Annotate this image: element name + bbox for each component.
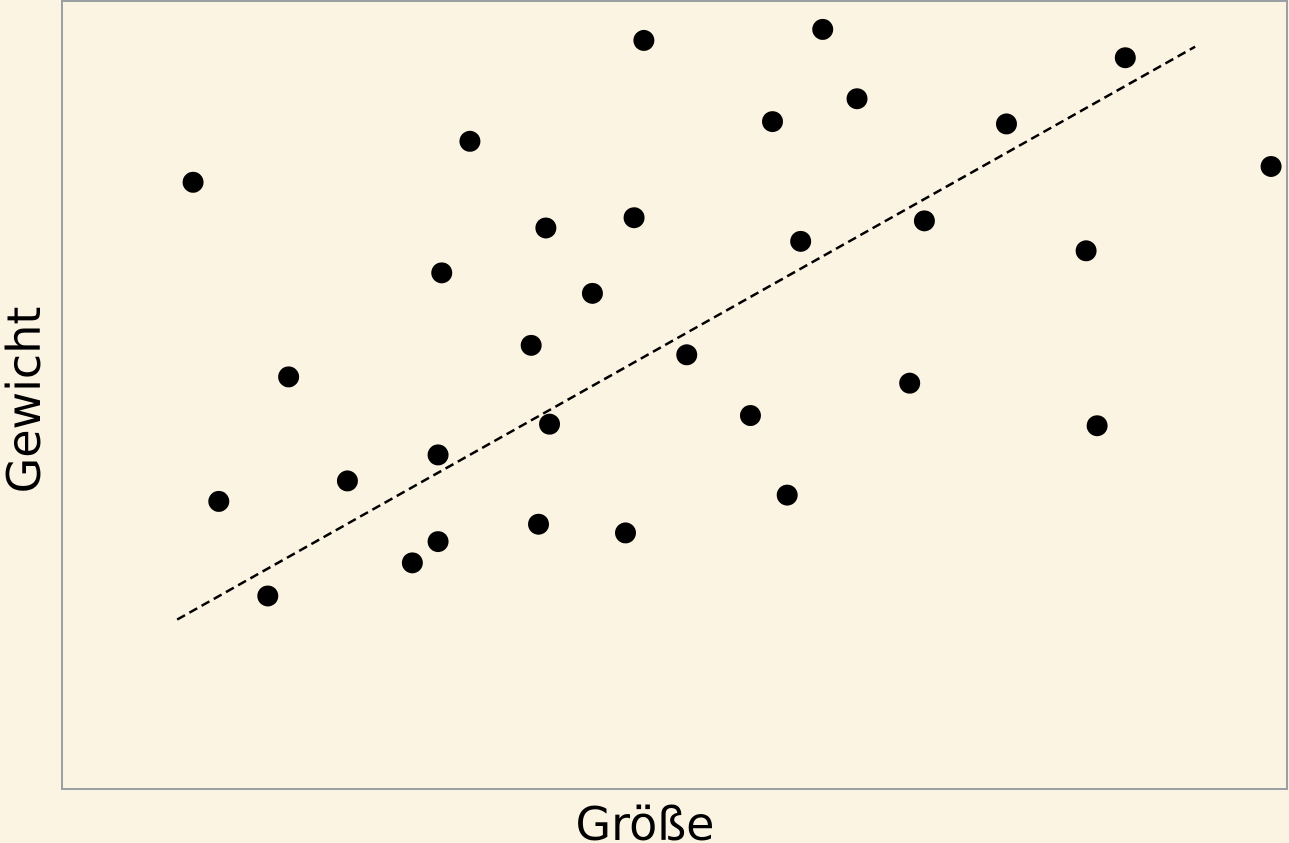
trendline-layer [176, 45, 1196, 621]
data-point [812, 18, 834, 40]
data-points [182, 18, 1282, 607]
data-point [427, 444, 449, 466]
data-point [459, 130, 481, 152]
data-point [278, 366, 300, 388]
data-point [633, 29, 655, 51]
plot-area [61, 0, 1288, 790]
data-point [913, 210, 935, 232]
data-point [535, 217, 557, 239]
y-axis-label: Gewicht [0, 307, 51, 494]
data-point [623, 207, 645, 229]
data-point [776, 484, 798, 506]
data-point [581, 282, 603, 304]
data-point [846, 88, 868, 110]
data-point [1114, 47, 1136, 69]
data-point [676, 344, 698, 366]
data-point [762, 111, 783, 133]
data-point [257, 585, 279, 607]
data-point [182, 171, 204, 193]
data-point [431, 262, 453, 284]
data-point [1086, 415, 1108, 437]
data-point [336, 470, 358, 492]
data-point [995, 113, 1017, 135]
data-point [208, 490, 230, 512]
x-axis-label: Größe [576, 797, 715, 843]
data-point [739, 404, 761, 426]
data-point [1260, 155, 1282, 177]
data-point [401, 552, 423, 574]
data-point [528, 513, 550, 535]
trendline [176, 45, 1196, 621]
data-point [615, 522, 636, 544]
data-point [427, 531, 449, 553]
data-point [899, 372, 921, 394]
data-point [520, 334, 542, 356]
data-point [539, 413, 561, 435]
data-point [790, 230, 812, 252]
data-point [1075, 240, 1097, 262]
